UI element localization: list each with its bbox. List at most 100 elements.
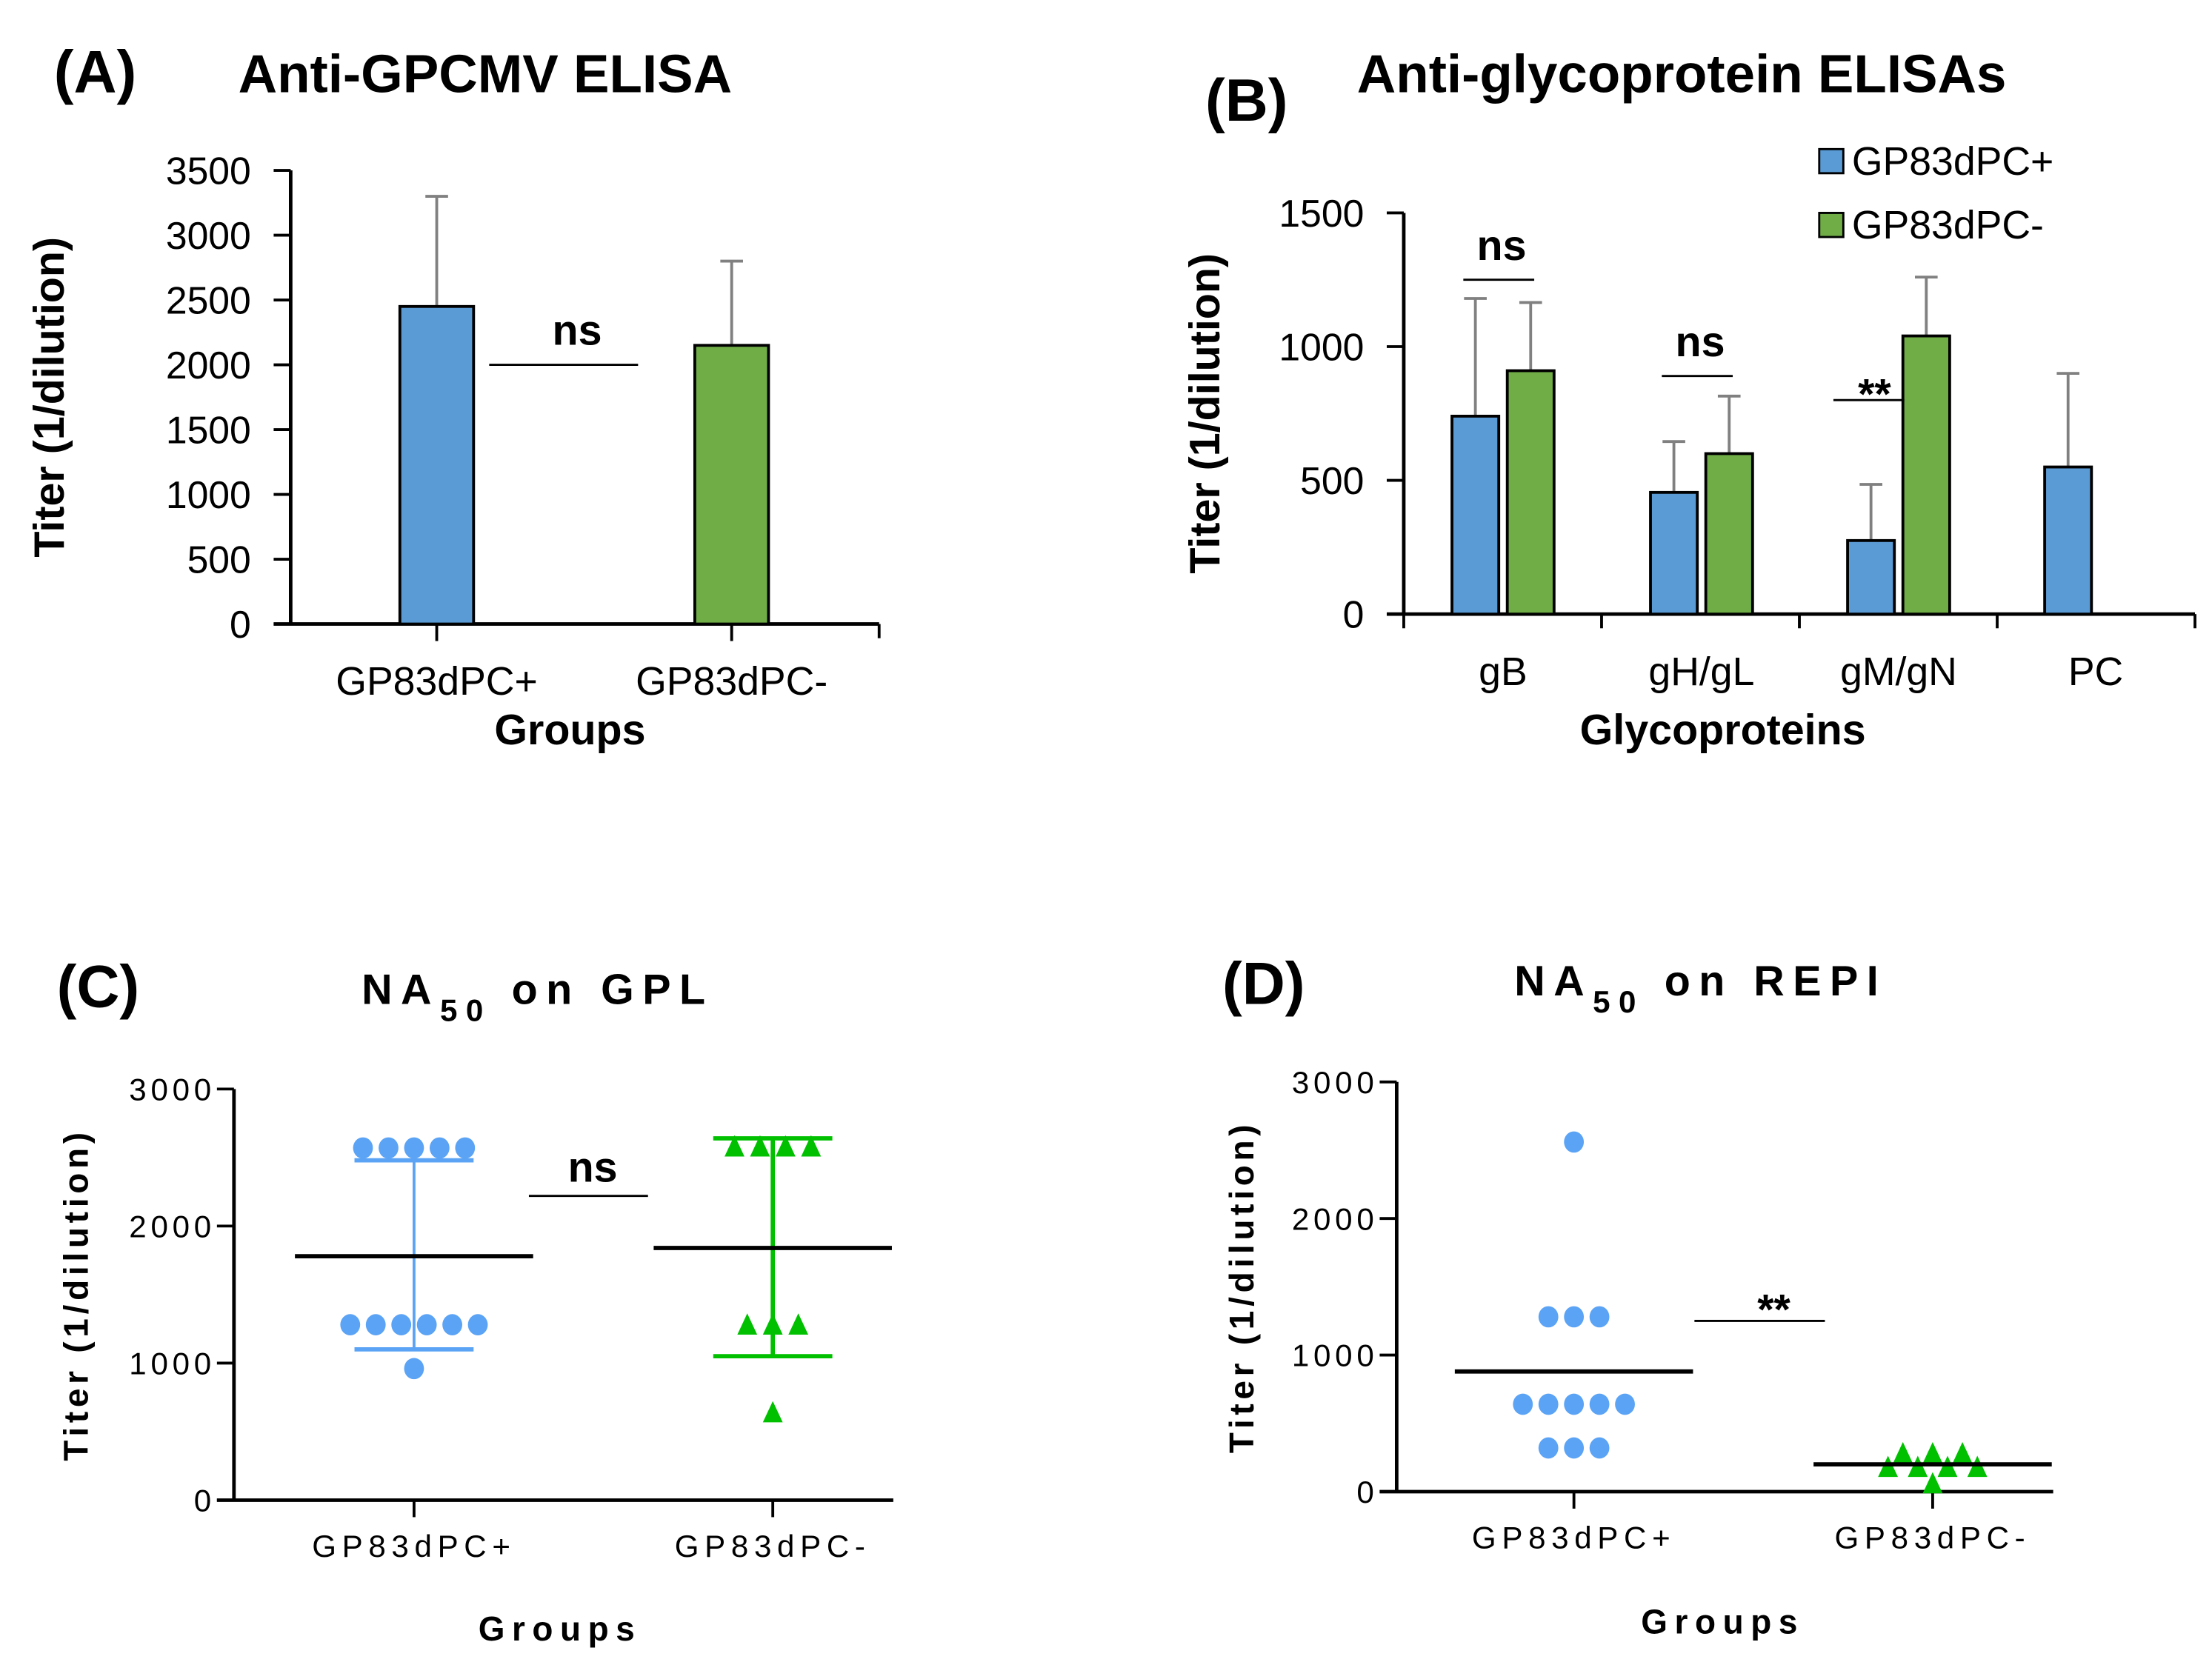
title-subscript: 50: [440, 992, 492, 1027]
data-point: [1564, 1437, 1585, 1459]
x-tick-label: gB: [1479, 650, 1528, 694]
bar-GP83dPC+-gM/gN: [1846, 538, 1896, 616]
legend-label: GP83dPC+: [1852, 139, 2054, 184]
chart-title: Anti-glycoprotein ELISAs: [1357, 44, 2007, 104]
data-point: [750, 1135, 770, 1157]
y-tick-label: 3000: [1292, 1065, 1379, 1100]
data-point: [1922, 1472, 1943, 1494]
panel-a: 0 500 1000 1500 2000 2500 3000 3500 GP83dPC+ GP83…: [26, 39, 881, 754]
x-tick-label: gM/gN: [1840, 650, 1957, 694]
panel-c: 0 1000 2000 3000 GP83dPC+ GP83dPC- (C) Titer (1…: [57, 953, 893, 1648]
panel-b: 0 500 1000 1500 gB gH/gL gM/gN PC (B) Titer (1/di…: [1182, 44, 2196, 754]
y-tick-label: 2500: [166, 279, 251, 322]
data-point: [1589, 1437, 1610, 1459]
data-point: [762, 1313, 783, 1335]
x-axis-label: Glycoproteins: [1580, 707, 1866, 754]
bar-GP83dPC+-PC: [2043, 465, 2093, 616]
data-point: [1893, 1442, 1913, 1464]
y-axis-label: Titer (1/dilution): [1222, 1121, 1261, 1453]
data-point: [455, 1137, 476, 1159]
significance-label: ns: [1477, 222, 1527, 270]
data-point: [762, 1401, 783, 1423]
data-point: [391, 1314, 412, 1335]
data-point: [801, 1135, 822, 1157]
x-tick-label: GP83dPC+: [312, 1529, 516, 1563]
title-main: NA: [362, 967, 440, 1014]
y-tick-label: 1000: [1292, 1338, 1379, 1373]
y-tick-label: 0: [230, 603, 251, 646]
data-point: [1589, 1306, 1610, 1328]
data-point: [788, 1313, 809, 1335]
legend-label: GP83dPC-: [1852, 203, 2044, 247]
chart-title: NA50 on REPI: [1514, 958, 1887, 1019]
panel-label: (D): [1222, 951, 1305, 1018]
data-point: [379, 1137, 399, 1159]
data-point: [724, 1135, 744, 1157]
y-tick-label: 500: [187, 538, 251, 581]
data-point: [404, 1358, 424, 1380]
x-axis-label: Groups: [479, 1609, 642, 1648]
data-point: [1564, 1306, 1585, 1328]
y-tick-label: 1000: [166, 473, 251, 516]
x-tick-label: GP83dPC-: [636, 659, 827, 704]
bar-GP83dPC+: [398, 304, 476, 626]
bar-GP83dPC--gH/gL: [1704, 452, 1754, 616]
x-tick-label: GP83dPC+: [336, 659, 538, 704]
title-rest: on GPL: [512, 967, 714, 1014]
data-point: [1513, 1393, 1533, 1415]
y-axis-label: Titer (1/dilution): [1182, 253, 1229, 574]
legend-swatch: [1818, 212, 1845, 238]
significance-label: ns: [1676, 318, 1725, 366]
y-tick-label: 0: [1343, 593, 1365, 636]
x-tick-label: GP83dPC-: [675, 1529, 871, 1563]
data-point: [1589, 1393, 1610, 1415]
y-tick-label: 2000: [166, 344, 251, 387]
data-point: [1922, 1442, 1943, 1464]
data-point: [1564, 1131, 1585, 1153]
data-point: [1564, 1393, 1585, 1415]
x-tick-label: GP83dPC-: [1834, 1521, 2031, 1555]
data-point: [404, 1137, 424, 1159]
data-point: [776, 1135, 796, 1157]
significance-label: **: [1858, 371, 1891, 418]
data-point: [467, 1314, 488, 1335]
significance-label: **: [1757, 1286, 1790, 1333]
data-point: [1538, 1393, 1559, 1415]
panel-label: (B): [1205, 67, 1288, 134]
y-tick-label: 0: [194, 1484, 216, 1518]
data-point: [1538, 1437, 1559, 1459]
y-tick-label: 1500: [166, 409, 251, 452]
legend-swatch: [1818, 147, 1845, 175]
y-axis-label: Titer (1/dilution): [26, 237, 73, 558]
y-tick-label: 3000: [166, 214, 251, 257]
bar-GP83dPC+-gB: [1450, 414, 1501, 616]
data-point: [429, 1137, 450, 1159]
data-point: [737, 1313, 758, 1335]
y-tick-label: 3500: [166, 150, 251, 193]
data-point: [1615, 1393, 1635, 1415]
bar-GP83dPC+-gH/gL: [1649, 490, 1699, 616]
x-tick-label: GP83dPC+: [1472, 1521, 1676, 1555]
x-axis-label: Groups: [494, 707, 645, 754]
x-tick-label: gH/gL: [1648, 650, 1754, 694]
x-tick-label: PC: [2068, 650, 2123, 694]
panel-d: 0 1000 2000 3000 GP83dPC+ GP83dPC- (D) Titer (1…: [1222, 951, 2053, 1641]
y-tick-label: 0: [1356, 1475, 1378, 1509]
title-main: NA: [1514, 958, 1593, 1005]
chart-title: Anti-GPCMV ELISA: [239, 44, 733, 104]
panel-label: (A): [54, 39, 137, 106]
y-tick-label: 500: [1300, 459, 1364, 502]
title-rest: on REPI: [1665, 958, 1887, 1005]
y-tick-label: 2000: [129, 1209, 216, 1244]
data-point: [365, 1314, 386, 1335]
bar-GP83dPC--gB: [1505, 369, 1556, 616]
significance-label: ns: [553, 307, 602, 355]
y-tick-label: 2000: [1292, 1201, 1379, 1236]
y-tick-label: 1500: [1279, 192, 1364, 235]
data-point: [353, 1137, 373, 1159]
y-tick-label: 3000: [129, 1072, 216, 1107]
bar-GP83dPC-: [693, 344, 770, 626]
title-subscript: 50: [1593, 984, 1645, 1019]
y-axis-label: Titer (1/dilution): [57, 1128, 96, 1461]
